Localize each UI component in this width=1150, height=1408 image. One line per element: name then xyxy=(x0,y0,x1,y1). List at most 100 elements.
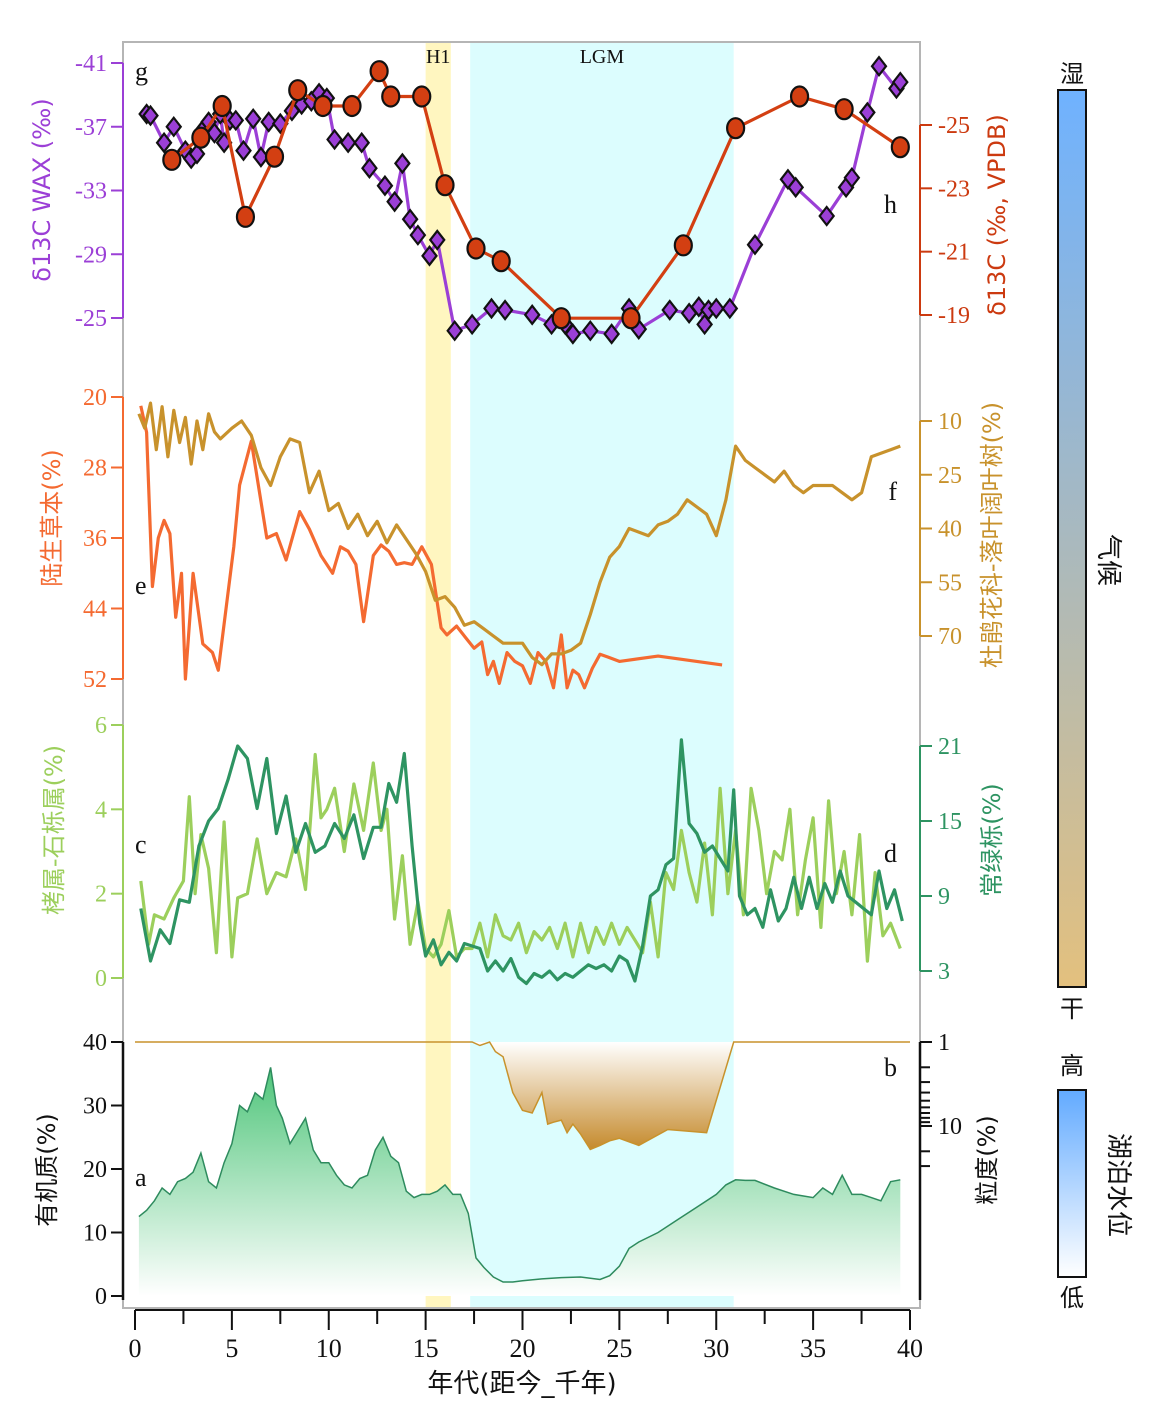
data-point-g xyxy=(409,224,427,246)
axis-tick-label-g: -29 xyxy=(75,242,107,268)
data-point-g xyxy=(326,128,343,151)
panel-d xyxy=(139,738,904,986)
axis-tick-label-h: -25 xyxy=(938,113,970,139)
axis-tick-label-e: 36 xyxy=(83,526,107,552)
panel-letter-g: g xyxy=(135,57,148,86)
plot-area xyxy=(135,55,910,1296)
axis-tick-label-a: 30 xyxy=(83,1094,107,1120)
axis-tick-label-c: 4 xyxy=(95,797,107,823)
climate-top-label: 湿 xyxy=(1060,60,1084,88)
data-point-h xyxy=(381,85,401,108)
axis-title-e: 陆生草本(%) xyxy=(38,449,66,587)
data-point-g xyxy=(787,176,805,199)
axis-a: 0 10 20 30 40 有机质(%) a xyxy=(33,1030,147,1310)
axis-title-b: 粒度(%) xyxy=(973,1115,1001,1205)
data-point-g xyxy=(746,233,764,256)
data-point-h xyxy=(726,117,746,140)
climate-colorbar: 湿 干 气候 xyxy=(1057,60,1123,1023)
data-point-g xyxy=(393,152,411,175)
data-point-h xyxy=(435,174,455,197)
data-point-g xyxy=(155,131,173,154)
data-point-g xyxy=(858,101,876,124)
axis-title-c: 栲属-石栎属(%) xyxy=(40,745,68,915)
axis-tick-label-f: 70 xyxy=(938,624,962,650)
panel-letter-a: a xyxy=(135,1163,147,1192)
panel-b xyxy=(135,1041,910,1151)
lake-level-label: 湖泊水位 xyxy=(1103,1133,1133,1237)
data-point-g xyxy=(661,299,679,321)
data-point-h xyxy=(466,237,486,260)
axis-tick-label-f: 25 xyxy=(938,463,962,489)
data-point-h xyxy=(412,85,432,108)
axis-tick-label-c: 6 xyxy=(95,713,107,739)
data-point-g xyxy=(271,112,289,135)
data-point-g xyxy=(260,111,278,133)
data-point-g xyxy=(188,143,206,165)
climate-gradient-bar xyxy=(1057,89,1087,988)
data-point-h xyxy=(235,205,256,228)
axis-c: 0 2 4 6 栲属-石栎属(%) c xyxy=(40,713,147,992)
x-axis-tick-label: 30 xyxy=(703,1334,729,1363)
axis-e: 20 28 36 44 52 陆生草本(%) e xyxy=(38,385,147,693)
data-point-h xyxy=(212,94,232,118)
axis-tick-label-d: 21 xyxy=(938,734,962,760)
series-line-d xyxy=(139,738,904,986)
axis-d: 3 9 15 21 常绿栎(%) d xyxy=(884,734,1006,985)
axis-tick-label-d: 15 xyxy=(938,809,962,835)
x-axis-title: 年代(距今_千年) xyxy=(427,1369,616,1399)
axis-tick-label-a: 0 xyxy=(95,1284,107,1310)
panel-h xyxy=(162,60,910,330)
data-point-g xyxy=(206,122,223,144)
data-point-h xyxy=(264,145,285,168)
axis-tick-label-h: -19 xyxy=(938,303,970,329)
data-point-g xyxy=(428,229,446,251)
axis-tick-label-e: 28 xyxy=(83,456,107,482)
lake-level-colorbar: 高 低 湖泊水位 xyxy=(1057,1052,1133,1312)
data-point-g xyxy=(870,55,888,77)
data-point-h xyxy=(313,94,333,118)
data-point-g xyxy=(523,304,541,326)
data-point-h xyxy=(288,79,308,102)
panel-letter-h: h xyxy=(884,190,897,219)
panel-f xyxy=(137,401,901,667)
panel-c xyxy=(139,752,902,963)
axis-tick-label-h: -21 xyxy=(938,240,970,266)
axis-tick-label-g: -41 xyxy=(75,51,107,77)
band-label-lgm: LGM xyxy=(580,46,625,68)
axis-tick-label-f: 10 xyxy=(938,409,962,435)
axis-b: 1 10 粒度(%) b xyxy=(884,1030,1001,1300)
axis-title-h: δ13C (‰, VPDB) xyxy=(983,114,1011,316)
data-point-g xyxy=(891,71,909,93)
axis-tick-label-e: 44 xyxy=(83,597,107,623)
axis-tick-label-h: -23 xyxy=(938,176,970,202)
band-label-h1: H1 xyxy=(426,46,450,68)
x-axis-tick-label: 15 xyxy=(413,1334,439,1363)
data-point-g xyxy=(496,299,514,321)
data-point-g xyxy=(581,319,599,342)
series-line-a xyxy=(138,1067,901,1283)
panel-e xyxy=(139,405,723,690)
data-point-g xyxy=(463,313,481,336)
axis-tick-label-d: 3 xyxy=(938,959,950,985)
series-area-b xyxy=(135,1042,910,1150)
data-point-g xyxy=(818,205,836,227)
axis-tick-label-g: -33 xyxy=(75,179,107,205)
data-point-h xyxy=(890,136,910,159)
axis-title-d: 常绿栎(%) xyxy=(978,783,1006,897)
axes: -41 -37 -33 -29 -25 δ13C WAX (‰) g -25 -23 -21 -19… xyxy=(28,51,1011,1399)
axis-tick-label-g: -37 xyxy=(75,115,107,141)
data-point-g xyxy=(353,131,371,154)
axis-tick-label-c: 0 xyxy=(95,966,107,992)
axis-tick-label-e: 20 xyxy=(83,385,107,411)
data-point-g xyxy=(421,245,438,267)
axis-tick-label-g: -25 xyxy=(75,306,107,332)
x-axis-tick-label: 0 xyxy=(129,1334,142,1363)
data-point-g xyxy=(165,115,183,138)
data-point-g xyxy=(483,297,500,320)
x-axis: 0 5 10 15 20 25 30 35 40 年代(距今_千年) xyxy=(129,1309,923,1399)
data-point-h xyxy=(621,307,641,330)
x-axis-tick-label: 20 xyxy=(510,1334,536,1363)
panel-letter-d: d xyxy=(884,839,897,868)
axis-title-f: 杜鹃花科-落叶阔叶树(%) xyxy=(978,402,1006,668)
